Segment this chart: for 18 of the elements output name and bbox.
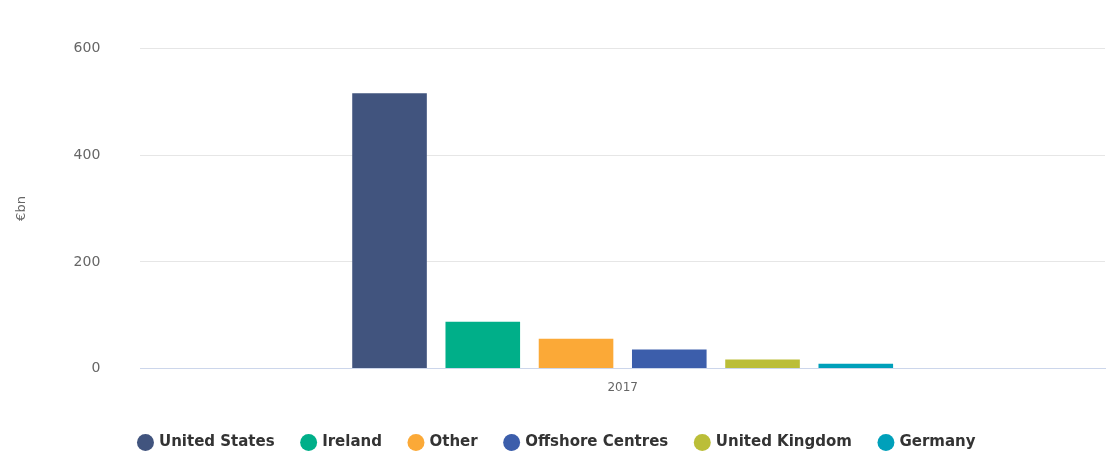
legend-label: Ireland — [322, 432, 382, 451]
x-tick-label: 2017 — [607, 379, 638, 394]
bar — [725, 359, 800, 369]
legend-label: Germany — [899, 432, 976, 451]
y-axis-title: €bn — [13, 196, 29, 221]
bar — [631, 349, 707, 369]
bar — [352, 93, 427, 369]
bar — [538, 338, 614, 369]
legend-label: United States — [158, 432, 275, 451]
y-tick-label: 400 — [73, 145, 101, 162]
bar — [818, 363, 894, 369]
y-tick-label: 0 — [91, 359, 101, 376]
y-tick-label: 600 — [73, 39, 101, 56]
legend-label: Other — [429, 432, 479, 451]
legend-label: United Kingdom — [715, 432, 852, 451]
y-tick-label: 200 — [73, 252, 101, 269]
bar — [445, 321, 521, 369]
legend-label: Offshore Centres — [525, 432, 669, 451]
